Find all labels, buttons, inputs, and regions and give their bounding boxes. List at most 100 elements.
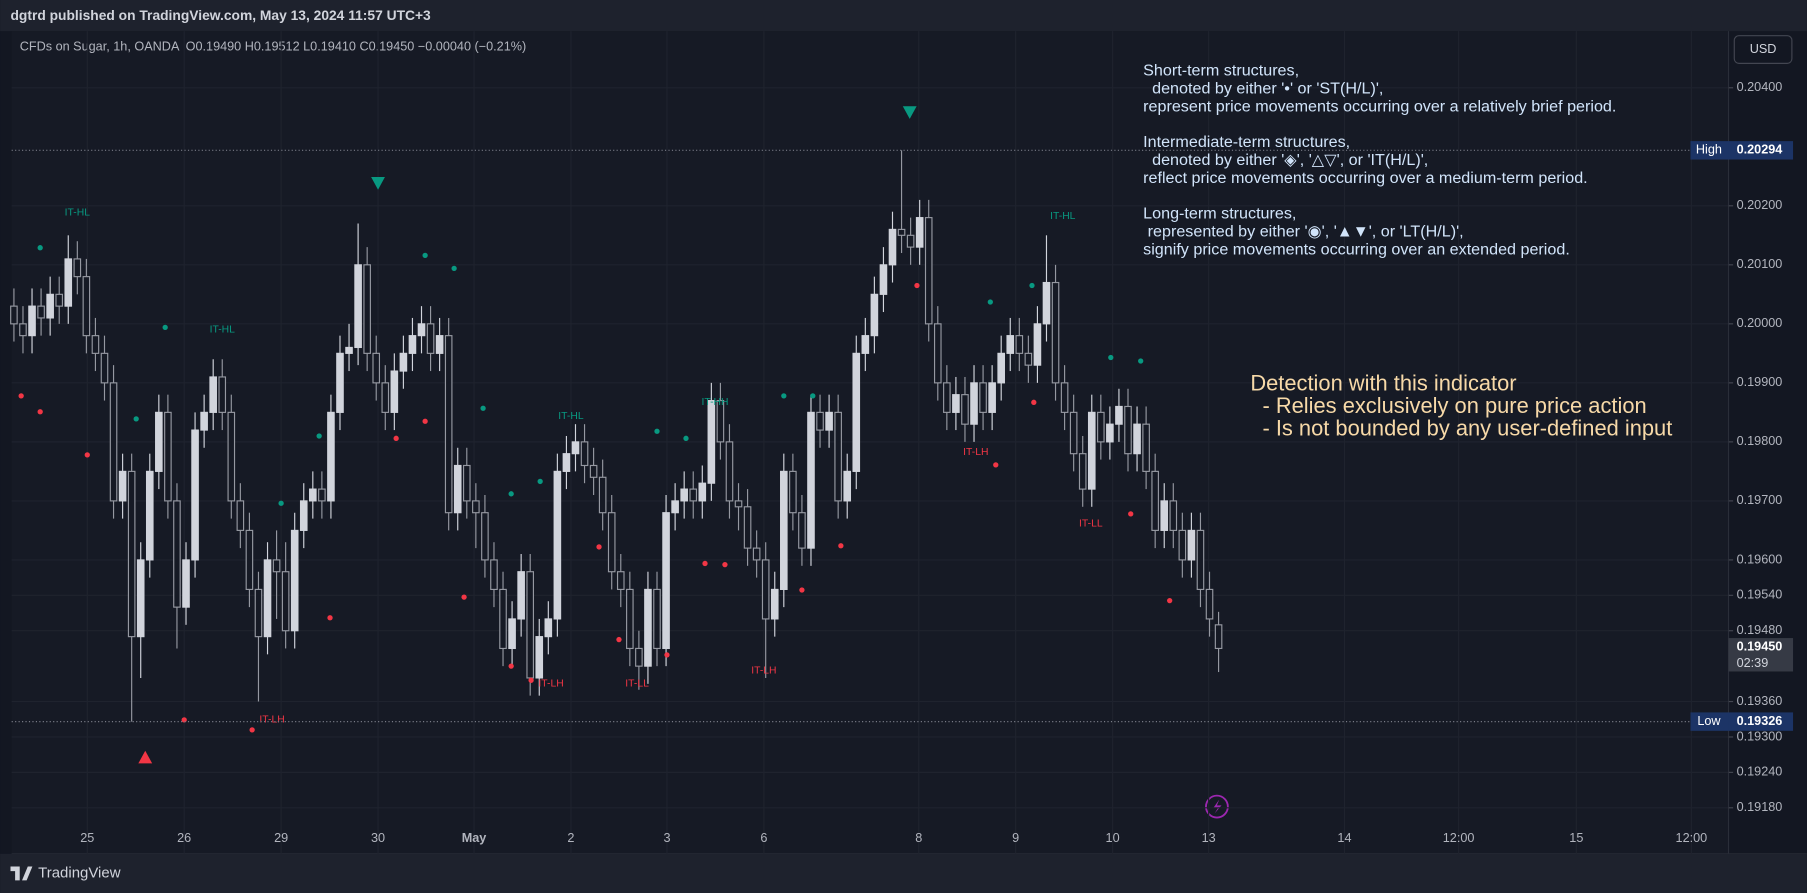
candle-body <box>1106 423 1114 443</box>
structure-dot <box>1029 282 1035 289</box>
structure-triangle <box>371 177 385 190</box>
candle-body <box>290 529 299 632</box>
candle-body <box>798 512 806 549</box>
candle-body <box>354 264 362 349</box>
candle-body <box>426 323 435 354</box>
y-tick-label: 0.19480 <box>1737 623 1783 637</box>
structure-dot <box>461 594 467 600</box>
candle-body <box>46 293 54 319</box>
candle-body <box>254 588 263 638</box>
structure-dot <box>683 435 689 441</box>
y-tick-label: 0.20000 <box>1737 316 1783 330</box>
candle-body <box>263 559 272 638</box>
candle-body <box>345 346 353 354</box>
candle-body <box>10 305 18 325</box>
candle-body <box>64 258 73 307</box>
candle-body <box>281 571 290 632</box>
logo <box>10 866 33 881</box>
x-tick-label: 2 <box>567 831 574 845</box>
structure-label: IT-LH <box>963 447 988 458</box>
structure-dot <box>1128 511 1134 517</box>
candle-body <box>1178 529 1187 561</box>
structure-dot <box>422 252 428 259</box>
candle-body <box>173 500 181 608</box>
structure-dot <box>799 587 805 593</box>
candle-body <box>662 512 670 650</box>
structure-label: IT-LL <box>1079 519 1103 530</box>
candle-body <box>970 382 978 425</box>
candle-body <box>816 411 824 431</box>
candle-body <box>517 571 525 620</box>
candle-body <box>716 399 725 443</box>
candle-body <box>780 470 788 590</box>
low-value: 0.19326 <box>1737 714 1783 728</box>
y-tick-label: 0.19800 <box>1737 434 1783 448</box>
candle-body <box>1133 423 1141 455</box>
high-tag-box <box>1690 141 1729 160</box>
icon-bolt[interactable] <box>1213 799 1222 814</box>
candle-body <box>327 411 335 502</box>
candle-body <box>526 571 535 679</box>
candle-body <box>209 376 217 413</box>
structure-dot <box>596 544 602 550</box>
highlight-line: - Is not bounded by any user-defined inp… <box>1250 416 1672 441</box>
x-tick-label: 14 <box>1337 831 1351 845</box>
y-tick-label: 0.19180 <box>1737 800 1783 814</box>
candle-body <box>626 588 634 650</box>
symbol: CFDs on Sugar, 1h, OANDA <box>20 40 180 54</box>
x-tick-label: 29 <box>274 831 288 845</box>
candle-body <box>653 588 661 650</box>
ohlc: O0.19490 H0.19512 L0.19410 C0.19450 −0.0… <box>186 40 527 54</box>
candle-body <box>870 293 879 337</box>
bottom-bar <box>0 853 1807 893</box>
y-tick-label: 0.20400 <box>1737 80 1783 94</box>
candle-body <box>435 335 444 354</box>
x-tick-label: 8 <box>915 831 922 845</box>
structure-dot <box>84 452 90 458</box>
candle-body <box>417 323 426 337</box>
structure-dot <box>451 265 457 272</box>
structure-dot <box>838 543 844 549</box>
note-line: Intermediate-term structures, <box>1143 133 1350 151</box>
structure-dot <box>537 478 543 485</box>
candle-body <box>1015 335 1024 354</box>
structure-dot <box>480 405 486 411</box>
candle-body <box>924 217 933 325</box>
candle-body <box>408 335 417 354</box>
structure-dot <box>987 299 993 305</box>
structure-dot <box>914 282 920 289</box>
lightning-icon[interactable] <box>1205 794 1229 819</box>
candle-body <box>1069 411 1078 455</box>
structure-dot <box>654 428 660 434</box>
candle-body <box>200 411 208 431</box>
x-tick-label: 12:00 <box>1443 831 1475 845</box>
structure-dot <box>162 324 168 331</box>
currency-button[interactable] <box>1733 35 1793 64</box>
candle-body <box>544 618 553 638</box>
high-value-box <box>1728 141 1794 160</box>
candle-body <box>1124 405 1132 455</box>
y-tick-label: 0.20200 <box>1737 198 1783 212</box>
structure-dot <box>810 393 816 399</box>
icon-circle[interactable] <box>1205 794 1229 819</box>
candle-body <box>136 559 145 638</box>
currency[interactable]: USD <box>1750 42 1777 56</box>
x-tick-label: 13 <box>1202 831 1216 845</box>
candle-body <box>182 559 190 608</box>
candle-body <box>499 588 507 650</box>
candle-body <box>91 335 100 354</box>
candle-body <box>82 276 91 337</box>
structure-dot <box>133 416 139 422</box>
candle-body <box>100 352 109 384</box>
candle-body <box>1051 281 1060 384</box>
candle-body <box>906 234 915 248</box>
low-tag-label: Low <box>1697 714 1721 728</box>
structure-dot <box>993 462 999 468</box>
top-bar <box>0 0 1807 32</box>
candle-body <box>888 228 897 266</box>
note-line: Long-term structures, <box>1143 205 1296 223</box>
candle-body <box>707 399 716 484</box>
candle-body <box>1024 352 1033 366</box>
